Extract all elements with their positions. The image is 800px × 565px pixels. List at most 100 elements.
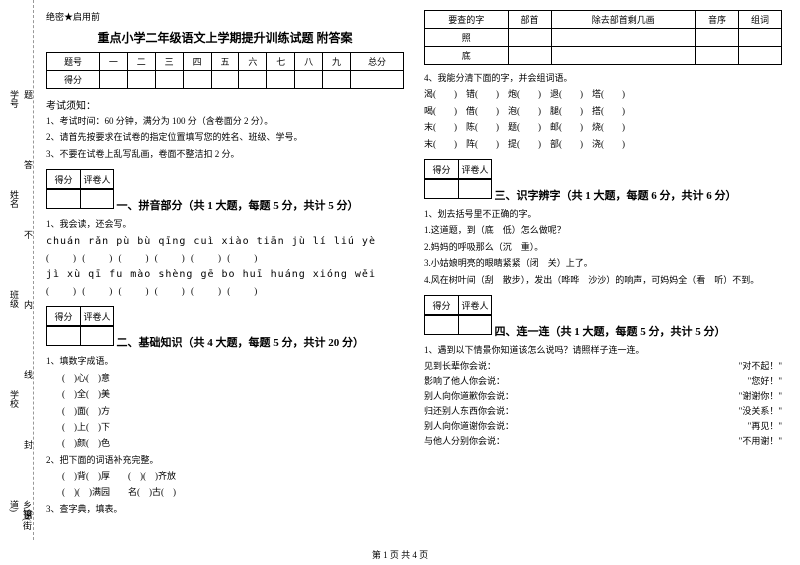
- lookup-cell[interactable]: [551, 29, 696, 47]
- match-row[interactable]: 别人向你道歉你会说："谢谢你！": [424, 389, 782, 402]
- gutter-sub: 题: [22, 90, 35, 99]
- match-row[interactable]: 与他人分别你会说："不用谢！": [424, 434, 782, 447]
- eval-blank[interactable]: [458, 179, 492, 199]
- match-right: "您好！": [748, 374, 782, 387]
- score-cell[interactable]: [155, 71, 183, 89]
- char-pair-row[interactable]: 喝( ) 借( ) 泡( ) 腿( ) 搭( ): [424, 104, 782, 118]
- eval-blank[interactable]: [424, 179, 458, 199]
- score-h: 八: [295, 53, 323, 71]
- answer-brackets[interactable]: ( ) ( ) ( ) ( ) ( ) ( ): [46, 251, 404, 265]
- sec3-line: 1.这道题，到（底 低）怎么做呢？: [424, 223, 782, 237]
- eval-c1: 得分: [424, 295, 458, 315]
- score-row-label: 得分: [47, 71, 100, 89]
- score-h: 三: [155, 53, 183, 71]
- match-right: "对不起！": [739, 359, 782, 372]
- match-row[interactable]: 归还别人东西你会说： "没关系！": [424, 404, 782, 417]
- score-cell[interactable]: [350, 71, 403, 89]
- match-left: 与他人分别你会说：: [424, 434, 505, 447]
- gutter-label: 班级: [8, 290, 21, 308]
- score-cell[interactable]: [183, 71, 211, 89]
- lookup-h: 要查的字: [425, 11, 509, 29]
- section-4-title: 四、连一连（共 1 大题，每题 5 分，共计 5 分）: [495, 323, 726, 339]
- idiom-line[interactable]: ( )面( )方: [62, 404, 404, 418]
- eval-c2: 评卷人: [80, 306, 114, 326]
- idiom-line[interactable]: ( )全( )美: [62, 387, 404, 401]
- pinyin-line-2: jì xù qī fu mào shèng gē bo huī huáng xi…: [46, 269, 404, 280]
- fill-line[interactable]: ( )背( )厚 ( )( )齐放: [62, 469, 404, 483]
- notice-line: 1、考试时间：60 分钟，满分为 100 分（含卷面分 2 分）。: [46, 114, 404, 128]
- eval-c2: 评卷人: [458, 295, 492, 315]
- sec4-q: 1、遇到以下情景你知道该怎么说吗？请照样子连一连。: [424, 343, 782, 357]
- idiom-line[interactable]: ( )心( )意: [62, 371, 404, 385]
- idiom-line[interactable]: ( )颜( )色: [62, 436, 404, 450]
- fill-line[interactable]: ( )( )满园 名( )古( ): [62, 485, 404, 499]
- notice-line: 3、不要在试卷上乱写乱画，卷面不整洁扣 2 分。: [46, 147, 404, 161]
- match-left: 见到长辈你会说：: [424, 359, 496, 372]
- char-pair-row[interactable]: 末( ) 陈( ) 题( ) 邮( ) 烧( ): [424, 120, 782, 134]
- lookup-cell[interactable]: [696, 29, 739, 47]
- char-pair-row[interactable]: 渴( ) 错( ) 炮( ) 退( ) 塔( ): [424, 87, 782, 101]
- sec2-q4: 4、我能分清下面的字，并会组词语。: [424, 71, 782, 85]
- gutter-sub: 答: [22, 160, 35, 169]
- sec3-line: 2.妈妈的呼吸那么（沉 重）。: [424, 240, 782, 254]
- secret-label: 绝密★启用前: [46, 10, 404, 23]
- lookup-cell[interactable]: [551, 47, 696, 65]
- right-column: 要查的字 部首 除去部首剩几画 音序 组词 照 底 4、我能分清下面的字，并会组…: [418, 10, 788, 518]
- section-3-title: 三、识字辨字（共 1 大题，每题 6 分，共计 6 分）: [495, 187, 737, 203]
- eval-blank[interactable]: [458, 315, 492, 335]
- eval-blank[interactable]: [80, 326, 114, 346]
- score-h: 二: [127, 53, 155, 71]
- match-row[interactable]: 见到长辈你会说： "对不起！": [424, 359, 782, 372]
- char-pairs-block: 渴( ) 错( ) 炮( ) 退( ) 塔( ) 喝( ) 借( ) 泡( ) 腿…: [424, 87, 782, 151]
- gutter-sub: 密: [22, 510, 35, 519]
- score-h: 九: [323, 53, 351, 71]
- eval-blank[interactable]: [46, 189, 80, 209]
- section-1-title: 一、拼音部分（共 1 大题，每题 5 分，共计 5 分）: [117, 197, 359, 213]
- match-left: 别人向你道谢你会说：: [424, 419, 514, 432]
- sec3-q: 1、划去括号里不正确的字。: [424, 207, 782, 221]
- score-cell[interactable]: [295, 71, 323, 89]
- score-cell[interactable]: [211, 71, 239, 89]
- score-h: 七: [267, 53, 295, 71]
- score-h: 四: [183, 53, 211, 71]
- score-cell[interactable]: [99, 71, 127, 89]
- eval-blank[interactable]: [424, 315, 458, 335]
- sec2-q2: 2、把下面的词语补充完整。: [46, 453, 404, 467]
- gutter-sub: 内: [22, 300, 35, 309]
- gutter-label: 学校: [8, 390, 21, 408]
- answer-brackets[interactable]: ( ) ( ) ( ) ( ) ( ) ( ): [46, 284, 404, 298]
- notice-line: 2、请首先按要求在试卷的指定位置填写您的姓名、班级、学号。: [46, 130, 404, 144]
- match-left: 归还别人东西你会说：: [424, 404, 514, 417]
- eval-c1: 得分: [46, 169, 80, 189]
- lookup-cell[interactable]: [508, 47, 551, 65]
- idiom-line[interactable]: ( )上( )下: [62, 420, 404, 434]
- eval-c2: 评卷人: [458, 159, 492, 179]
- lookup-cell[interactable]: [739, 29, 782, 47]
- score-h: 总分: [350, 53, 403, 71]
- left-column: 绝密★启用前 重点小学二年级语文上学期提升训练试题 附答案 题号 一 二 三 四…: [40, 10, 410, 518]
- eval-c2: 评卷人: [80, 169, 114, 189]
- gutter-label: 姓名: [8, 190, 21, 208]
- lookup-cell[interactable]: [739, 47, 782, 65]
- score-h: 五: [211, 53, 239, 71]
- match-row[interactable]: 别人向你道谢你会说："再见！": [424, 419, 782, 432]
- match-row[interactable]: 影响了他人你会说："您好！": [424, 374, 782, 387]
- eval-blank[interactable]: [80, 189, 114, 209]
- lookup-char: 照: [425, 29, 509, 47]
- char-pair-row[interactable]: 末( ) 阵( ) 提( ) 部( ) 浇( ): [424, 137, 782, 151]
- eval-blank[interactable]: [46, 326, 80, 346]
- match-right: "没关系！": [739, 404, 782, 417]
- score-h: 题号: [47, 53, 100, 71]
- lookup-cell[interactable]: [696, 47, 739, 65]
- match-left: 别人向你道歉你会说：: [424, 389, 514, 402]
- eval-box: 得分评卷人: [46, 169, 114, 189]
- score-cell[interactable]: [239, 71, 267, 89]
- lookup-cell[interactable]: [508, 29, 551, 47]
- score-cell[interactable]: [267, 71, 295, 89]
- sec3-line: 4.风在树叶间（刮 散步），发出（哗哗 沙沙）的响声，可妈妈全（看 听）不到。: [424, 273, 782, 287]
- score-cell[interactable]: [127, 71, 155, 89]
- paper-title: 重点小学二年级语文上学期提升训练试题 附答案: [46, 29, 404, 46]
- lookup-h: 除去部首剩几画: [551, 11, 696, 29]
- score-h: 六: [239, 53, 267, 71]
- score-cell[interactable]: [323, 71, 351, 89]
